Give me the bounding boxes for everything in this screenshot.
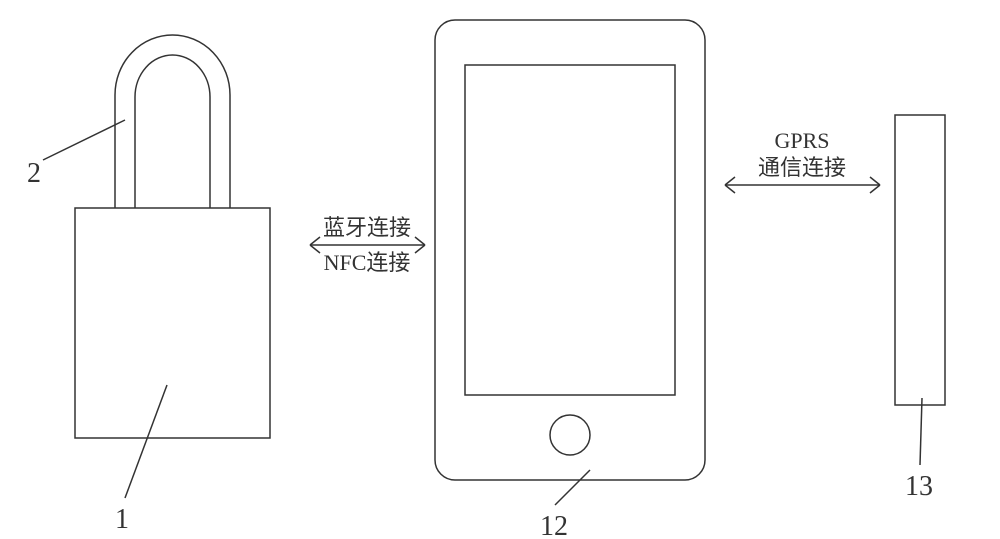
pointer-12-number: 12 xyxy=(540,511,568,539)
conn-phone-server-label-top: GPRS xyxy=(774,128,829,153)
pointer-13-number: 13 xyxy=(905,471,933,502)
padlock-shackle-inner xyxy=(135,55,210,208)
phone-outer xyxy=(435,20,705,480)
conn-phone-server: GPRS 通信连接 xyxy=(725,128,880,193)
phone-home-button xyxy=(550,415,590,455)
conn-phone-server-label-bottom: 通信连接 xyxy=(758,155,846,180)
phone xyxy=(435,20,705,480)
pointer-1-number: 1 xyxy=(115,504,129,535)
pointer-1: 1 xyxy=(115,385,167,535)
pointer-2: 2 xyxy=(27,120,125,189)
server-box xyxy=(895,115,945,405)
padlock-body xyxy=(75,208,270,438)
padlock-shackle-outer xyxy=(115,35,230,208)
pointer-2-number: 2 xyxy=(27,158,41,189)
padlock xyxy=(75,35,270,438)
conn-lock-phone-label-top: 蓝牙连接 xyxy=(323,215,411,240)
conn-lock-phone: 蓝牙连接 NFC连接 xyxy=(310,215,425,275)
conn-lock-phone-label-bottom: NFC连接 xyxy=(324,250,411,275)
phone-screen xyxy=(465,65,675,395)
pointer-13: 13 xyxy=(905,398,933,502)
